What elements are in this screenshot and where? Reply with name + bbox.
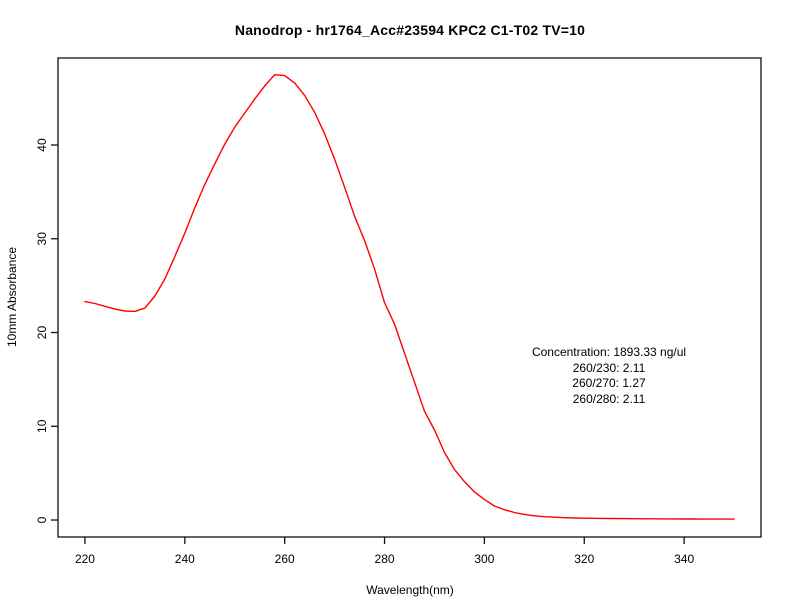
annotation-ratio-260-230: 260/230: 2.11 (572, 360, 646, 375)
x-tick-label: 280 (375, 552, 395, 566)
x-tick-label: 300 (474, 552, 494, 566)
plot-border (57, 57, 762, 538)
y-tick-label: 10 (35, 419, 49, 433)
y-tick-label: 0 (35, 516, 49, 523)
x-tick-label: 260 (275, 552, 295, 566)
x-axis-title: Wavelength(nm) (366, 583, 454, 597)
annotation-ratio-260-270: 260/270: 1.27 (572, 376, 646, 390)
measurement-annotation: Concentration: 1893.33 ng/ul 260/230: 2.… (532, 345, 686, 407)
annotation-ratio-260-280: 260/280: 2.11 (572, 391, 646, 406)
y-tick-label: 30 (35, 232, 49, 246)
x-tick-label: 220 (75, 552, 95, 566)
y-tick-label: 40 (35, 138, 49, 152)
x-tick-label: 240 (175, 552, 195, 566)
x-tick-label: 320 (574, 552, 594, 566)
x-tick-label: 340 (674, 552, 694, 566)
y-axis-title: 10mm Absorbance (5, 246, 19, 348)
annotation-concentration: Concentration: 1893.33 ng/ul (531, 345, 687, 359)
y-tick-label: 20 (35, 326, 49, 340)
chart-title: Nanodrop - hr1764_Acc#23594 KPC2 C1-T02 … (234, 22, 586, 38)
spectrum-line (84, 73, 735, 520)
